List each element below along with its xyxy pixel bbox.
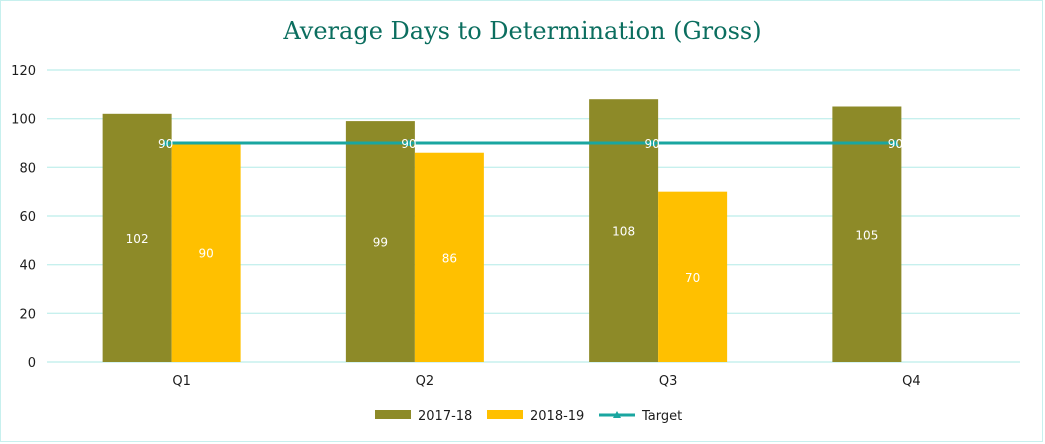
- legend-swatch: [375, 410, 411, 419]
- bar-data-label: 99: [373, 236, 388, 250]
- y-tick-label: 20: [19, 307, 36, 322]
- target-data-label: 90: [644, 137, 659, 151]
- bar-2017-18-q2: [345, 121, 415, 362]
- y-tick-label: 80: [19, 161, 36, 176]
- x-category-label: Q2: [416, 374, 435, 389]
- target-line-series: [161, 139, 900, 146]
- chart-title: Average Days to Determination (Gross): [283, 17, 762, 45]
- y-axis: 0 20 40 60 80 100 120: [11, 64, 36, 371]
- bar-data-label: 86: [442, 251, 457, 265]
- bar-data-label: 70: [685, 271, 700, 285]
- y-tick-label: 60: [19, 210, 36, 225]
- bar-data-label: 108: [612, 225, 635, 239]
- y-tick-label: 100: [11, 113, 36, 128]
- legend-label: Target: [641, 409, 682, 424]
- bar-2018-19-q2: [414, 152, 484, 362]
- bar-data-label: 90: [198, 247, 213, 261]
- x-category-label: Q3: [659, 374, 678, 389]
- legend: 2017-18 2018-19 Target: [375, 409, 682, 424]
- bar-2017-18-q4: [832, 106, 902, 362]
- x-category-label: Q1: [172, 374, 191, 389]
- bar-2018-19-q3: [658, 191, 728, 362]
- x-category-label: Q4: [902, 374, 921, 389]
- bar-2017-18-q1: [102, 113, 172, 362]
- target-data-label: 90: [158, 137, 173, 151]
- bar-data-label: 105: [855, 228, 878, 242]
- y-tick-label: 40: [19, 259, 36, 274]
- target-data-label: 90: [888, 137, 903, 151]
- y-tick-label: 120: [11, 64, 36, 79]
- target-marker: [404, 139, 413, 146]
- target-marker: [891, 139, 900, 146]
- target-data-label: 90: [401, 137, 416, 151]
- legend-marker: [613, 411, 621, 418]
- data-labels: 102 90 99 86 108 70 105 90 90 90 90: [126, 137, 903, 285]
- bars: [102, 99, 902, 362]
- target-marker: [161, 139, 170, 146]
- bar-data-label: 102: [126, 232, 149, 246]
- y-tick-label: 0: [28, 356, 36, 371]
- legend-label: 2018-19: [530, 409, 584, 424]
- x-axis-categories: Q1 Q2 Q3 Q4: [172, 374, 920, 389]
- legend-label: 2017-18: [418, 409, 472, 424]
- legend-swatch: [487, 410, 523, 419]
- target-marker: [648, 139, 657, 146]
- bar-2018-19-q1: [171, 143, 241, 362]
